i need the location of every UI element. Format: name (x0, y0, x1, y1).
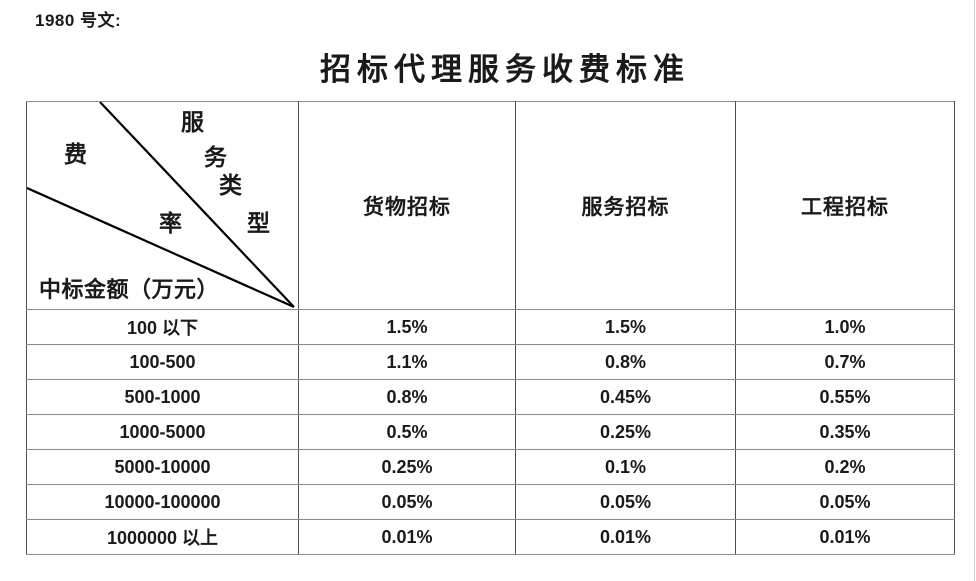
table-row: 500-1000 0.8% 0.45% 0.55% (26, 379, 955, 415)
page-title: 招标代理服务收费标准 (320, 52, 690, 87)
amount-range-cell: 1000-5000 (26, 414, 299, 450)
service-type-char-2: 类 (219, 173, 242, 198)
amount-range-cell: 1000000 以上 (26, 519, 299, 555)
works-rate-cell: 1.0% (735, 309, 955, 345)
goods-rate-cell: 0.25% (298, 449, 516, 485)
works-rate-cell: 0.01% (735, 519, 955, 555)
table-row: 1000-5000 0.5% 0.25% 0.35% (26, 414, 955, 450)
goods-rate-cell: 0.01% (298, 519, 516, 555)
works-rate-cell: 0.35% (735, 414, 955, 450)
goods-rate-cell: 1.1% (298, 344, 516, 380)
amount-range-cell: 5000-10000 (26, 449, 299, 485)
services-rate-cell: 1.5% (515, 309, 736, 345)
service-type-char-1: 务 (204, 145, 227, 170)
table-row: 1000000 以上 0.01% 0.01% 0.01% (26, 519, 955, 555)
goods-rate-cell: 0.05% (298, 484, 516, 520)
doc-number: 1980 号文: (35, 11, 122, 30)
works-rate-cell: 0.55% (735, 379, 955, 415)
page-right-edge (974, 0, 975, 581)
service-type-char-3: 型 (247, 211, 270, 236)
table-row: 100 以下 1.5% 1.5% 1.0% (26, 309, 955, 345)
col-header-goods-bidding: 货物招标 (298, 101, 516, 310)
amount-range-cell: 100-500 (26, 344, 299, 380)
works-rate-cell: 0.05% (735, 484, 955, 520)
amount-range-cell: 10000-100000 (26, 484, 299, 520)
services-rate-cell: 0.05% (515, 484, 736, 520)
services-rate-cell: 0.8% (515, 344, 736, 380)
service-type-char-0: 服 (181, 110, 204, 135)
diagonal-divider-lines (27, 102, 295, 309)
fee-table-body: 100 以下 1.5% 1.5% 1.0% 100-500 1.1% 0.8% … (26, 309, 955, 555)
header-row: 服 务 类 型 费 率 中标金额（万元） 货物招标 服务招标 工程招标 (26, 101, 955, 310)
table-row: 100-500 1.1% 0.8% 0.7% (26, 344, 955, 380)
services-rate-cell: 0.25% (515, 414, 736, 450)
works-rate-cell: 0.7% (735, 344, 955, 380)
services-rate-cell: 0.1% (515, 449, 736, 485)
services-rate-cell: 0.45% (515, 379, 736, 415)
table-row: 5000-10000 0.25% 0.1% 0.2% (26, 449, 955, 485)
works-rate-cell: 0.2% (735, 449, 955, 485)
lower-diagonal-line (27, 187, 295, 309)
upper-diagonal-line (99, 102, 295, 308)
col-header-services-bidding: 服务招标 (515, 101, 736, 310)
amount-axis-label: 中标金额（万元） (39, 277, 220, 302)
goods-rate-cell: 1.5% (298, 309, 516, 345)
fee-standard-table: 服 务 类 型 费 率 中标金额（万元） 货物招标 服务招标 工程招标 100 … (26, 101, 955, 555)
fee-rate-char-0: 费 (64, 142, 87, 167)
fee-rate-char-1: 率 (159, 211, 182, 236)
amount-range-cell: 100 以下 (26, 309, 299, 345)
table-row: 10000-100000 0.05% 0.05% 0.05% (26, 484, 955, 520)
goods-rate-cell: 0.5% (298, 414, 516, 450)
col-header-works-bidding: 工程招标 (735, 101, 955, 310)
corner-header-cell: 服 务 类 型 费 率 中标金额（万元） (26, 101, 299, 310)
goods-rate-cell: 0.8% (298, 379, 516, 415)
services-rate-cell: 0.01% (515, 519, 736, 555)
amount-range-cell: 500-1000 (26, 379, 299, 415)
